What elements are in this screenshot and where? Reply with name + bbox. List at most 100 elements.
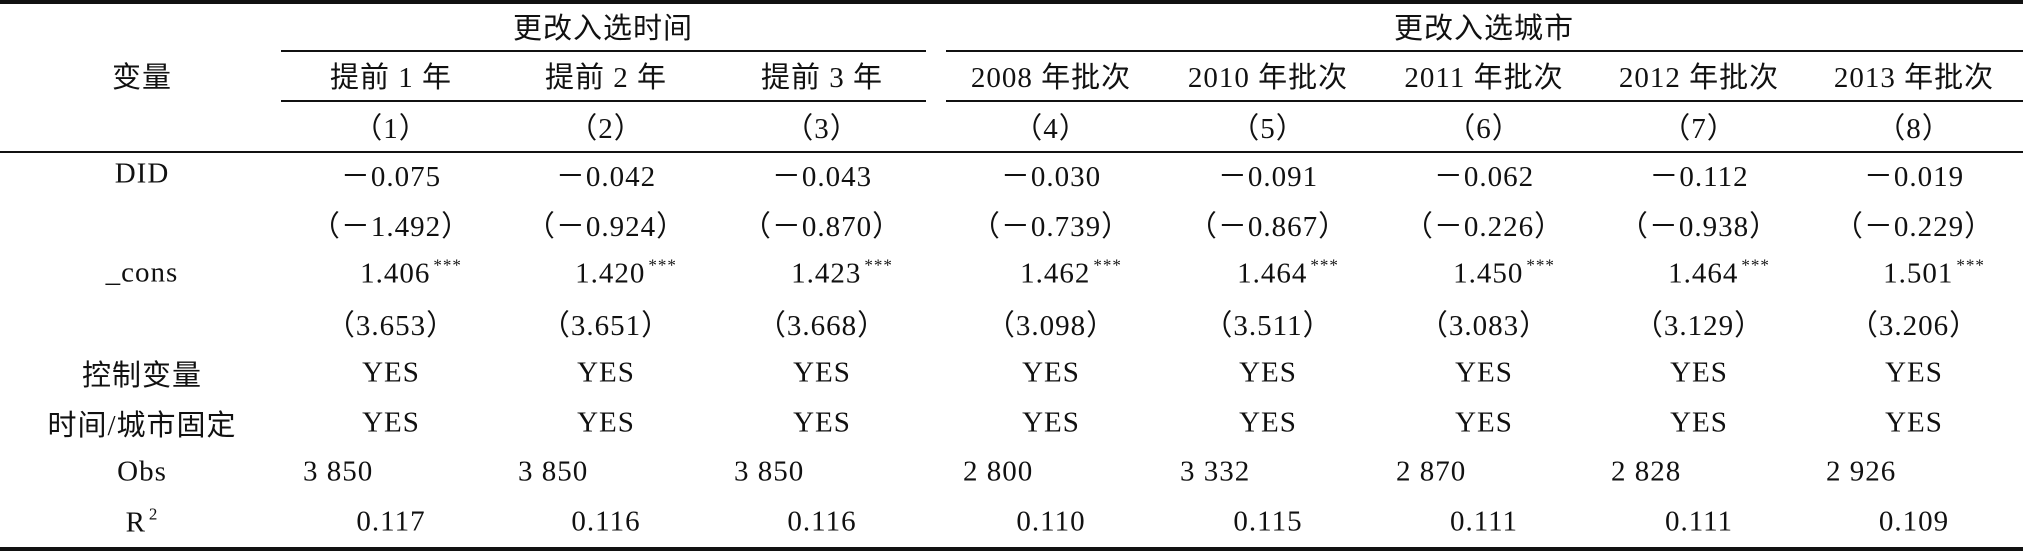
cell: （－0.938）: [1619, 203, 1779, 245]
cell: YES: [1022, 356, 1080, 389]
cell: YES: [1455, 356, 1513, 389]
cell-text: 2 828: [1611, 455, 1682, 488]
cell: 2 870: [1396, 456, 1466, 489]
column-header-text: 2011 年批次: [1404, 62, 1564, 94]
cell-text: YES: [1670, 406, 1728, 438]
cell-text: 1.423: [791, 257, 862, 290]
cell-text: 1.462: [1020, 257, 1091, 290]
cell-sup: ***: [1310, 255, 1339, 275]
cell-text: 3 850: [518, 455, 589, 488]
cell-text: （3.206）: [1848, 310, 1980, 343]
column-number: （1）: [353, 105, 429, 147]
mid-rule: [0, 151, 2023, 153]
cell: －0.075: [341, 153, 441, 195]
cell: YES: [1239, 406, 1297, 439]
group-header-text: 更改入选时间: [512, 13, 694, 45]
cell-text: （－0.867）: [1187, 210, 1349, 243]
cell-text: 1.464: [1237, 257, 1308, 290]
cell-text: （3.668）: [756, 310, 888, 343]
cell-text: 2 870: [1396, 455, 1467, 488]
column-header-text: 提前 1 年: [329, 62, 453, 94]
column-number: （7）: [1661, 105, 1737, 147]
column-number-text: （8）: [1876, 113, 1952, 145]
column-header-text: 2012 年批次: [1618, 62, 1780, 94]
cell: 1.501 ***: [1883, 256, 1985, 291]
header-rule: [281, 100, 926, 102]
cell-text: 0.117: [356, 505, 426, 538]
cell-text: （3.083）: [1418, 310, 1550, 343]
column-header: 提前 3 年: [761, 54, 883, 96]
group-rule: [281, 50, 926, 52]
cell: －0.019: [1864, 153, 1964, 195]
cell-text: YES: [1239, 406, 1297, 438]
cell-text: 1.450: [1453, 257, 1524, 290]
cell-text: YES: [1455, 406, 1513, 438]
cell-text: 1.501: [1883, 257, 1954, 290]
cell: YES: [577, 356, 635, 389]
cell: （3.651）: [541, 302, 671, 344]
cell-text: YES: [1022, 406, 1080, 438]
cell: 1.420 ***: [575, 256, 677, 291]
cell: YES: [362, 356, 420, 389]
cell-text: YES: [577, 406, 635, 438]
cell: 3 332: [1180, 456, 1250, 489]
cell: YES: [793, 356, 851, 389]
cell: 2 828: [1611, 456, 1681, 489]
cell-text: YES: [1885, 356, 1943, 389]
cell: （3.083）: [1419, 302, 1549, 344]
cell: （－0.924）: [526, 203, 686, 245]
cell-text: －0.030: [1000, 161, 1102, 193]
column-header-text: 提前 3 年: [760, 62, 884, 94]
cell: －0.091: [1218, 153, 1318, 195]
column-header: 2013 年批次: [1834, 54, 1994, 96]
cell-text: （3.098）: [985, 310, 1117, 343]
row-label-text: 时间/城市固定: [47, 409, 237, 442]
cell: 3 850: [734, 456, 804, 489]
header-rule: [946, 100, 2023, 102]
cell: 1.464 ***: [1237, 256, 1339, 291]
cell: 0.116: [787, 505, 856, 538]
cell-text: －0.091: [1217, 161, 1319, 193]
cell: 1.462 ***: [1020, 256, 1122, 291]
cell: 3 850: [518, 456, 588, 489]
column-header-text: 2010 年批次: [1187, 62, 1349, 94]
cell: （3.511）: [1203, 302, 1332, 344]
cell: －0.112: [1649, 153, 1748, 195]
group-rule: [946, 50, 2023, 52]
cell: YES: [362, 406, 420, 439]
cell-text: 1.464: [1668, 257, 1739, 290]
column-number: （5）: [1230, 105, 1306, 147]
cell-text: YES: [1670, 356, 1728, 389]
cell-text: （－0.870）: [741, 210, 903, 243]
cell-sup: ***: [864, 255, 893, 275]
cell: －0.042: [556, 153, 656, 195]
cell: YES: [577, 406, 635, 439]
cell: 0.115: [1233, 505, 1302, 538]
column-number-text: （5）: [1230, 113, 1306, 145]
group-header: 更改入选城市: [1394, 5, 1574, 47]
cell: （－0.870）: [742, 203, 902, 245]
cell: 1.406 ***: [360, 256, 462, 291]
cell: YES: [1885, 406, 1943, 439]
cell: （3.668）: [757, 302, 887, 344]
cell: 2 800: [963, 456, 1033, 489]
cell-text: （3.129）: [1633, 310, 1765, 343]
cell-text: YES: [793, 406, 851, 438]
cell-sup: ***: [1526, 255, 1555, 275]
cell: 0.109: [1879, 505, 1949, 538]
row-label-text: 控制变量: [81, 359, 203, 392]
cell-text: 3 850: [303, 455, 374, 488]
column-number-text: （1）: [353, 113, 429, 145]
cell: 0.111: [1665, 505, 1733, 538]
column-number: （8）: [1876, 105, 1952, 147]
cell-sup: ***: [433, 255, 462, 275]
cell-text: 0.111: [1664, 505, 1734, 538]
row-label-sup: 2: [148, 504, 159, 524]
column-header: 提前 2 年: [545, 54, 667, 96]
row-label: _cons: [106, 257, 179, 290]
cell-text: －0.075: [340, 161, 442, 193]
top-rule: [0, 0, 2023, 4]
cell-text: （－0.739）: [970, 210, 1132, 243]
cell-text: （3.511）: [1203, 310, 1333, 343]
corner-header: 变量: [112, 54, 172, 96]
